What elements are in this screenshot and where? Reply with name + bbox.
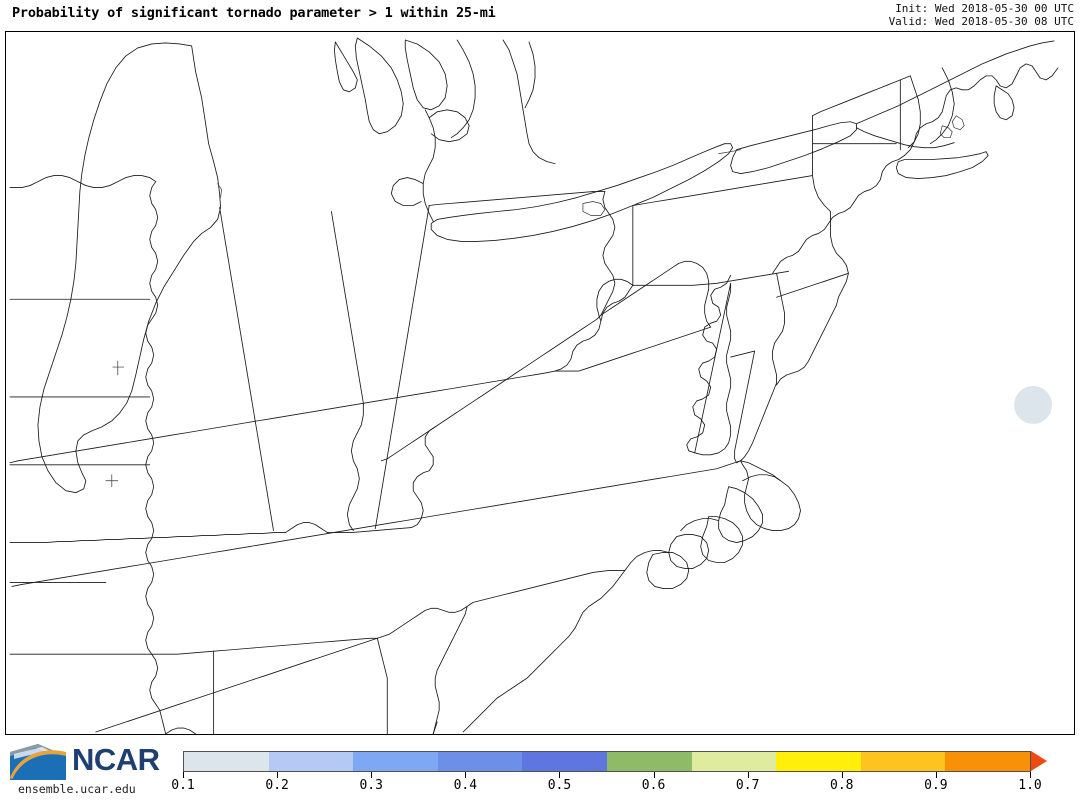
colorbar-tick-label-0.5: 0.5 — [547, 778, 572, 793]
colorbar-band-0.2 — [268, 752, 354, 771]
colorbar-tick-label-0.7: 0.7 — [735, 778, 760, 793]
map-panel[interactable] — [5, 31, 1075, 735]
colorbar-overflow-arrow — [1031, 751, 1047, 771]
colorbar-tick-label-0.8: 0.8 — [830, 778, 854, 793]
colorbar-band-0.6 — [606, 752, 692, 771]
ncar-logo[interactable]: NCAR ensemble.ucar.edu — [4, 742, 176, 798]
ncar-logo-mark — [10, 744, 66, 780]
colorbar-tick-label-1.0: 1.0 — [1018, 778, 1042, 793]
colorbar-ticks — [183, 772, 1031, 778]
colorbar-tick-label-0.1: 0.1 — [171, 778, 195, 793]
ncar-url: ensemble.ucar.edu — [18, 782, 136, 796]
colorbar-tick-label-0.4: 0.4 — [453, 778, 478, 793]
colorbar-band-0.3 — [353, 752, 438, 771]
colorbar-tick — [935, 772, 937, 778]
state-and-coastline-outlines — [10, 38, 1058, 734]
colorbar-tick — [1030, 772, 1031, 778]
colorbar-band-0.8 — [776, 752, 861, 771]
colorbar-tick — [183, 772, 184, 778]
probability-contours — [1014, 385, 1053, 424]
colorbar-band-0.5 — [522, 752, 607, 771]
colorbar-bands[interactable] — [183, 751, 1031, 772]
colorbar-tick-label-0.3: 0.3 — [359, 778, 383, 793]
colorbar[interactable]: 0.1 0.2 0.3 0.4 0.5 0.6 0.7 0.8 0.9 1.0 — [171, 751, 1051, 797]
colorbar-tick — [559, 772, 561, 778]
colorbar-tick — [653, 772, 655, 778]
colorbar-tick — [465, 772, 467, 778]
colorbar-tick — [747, 772, 749, 778]
colorbar-tick-label-0.2: 0.2 — [265, 778, 289, 793]
page-title: Probability of significant tornado param… — [12, 5, 496, 21]
colorbar-band-1.0 — [945, 752, 1030, 771]
colorbar-band-0.7 — [691, 752, 777, 771]
colorbar-tick-label-0.9: 0.9 — [924, 778, 948, 793]
contour-0.1-offshore — [1014, 385, 1053, 424]
valid-time: Valid: Wed 2018-05-30 08 UTC — [888, 15, 1074, 28]
colorbar-tick — [277, 772, 279, 778]
colorbar-tick — [841, 772, 843, 778]
map-svg — [6, 32, 1074, 734]
init-time: Init: Wed 2018-05-30 00 UTC — [895, 2, 1074, 15]
colorbar-band-0.1 — [184, 752, 269, 771]
colorbar-tick-labels: 0.1 0.2 0.3 0.4 0.5 0.6 0.7 0.8 0.9 1.0 — [171, 778, 1041, 796]
colorbar-band-0.9 — [860, 752, 946, 771]
colorbar-tick — [371, 772, 373, 778]
forecast-timestamps: Init: Wed 2018-05-30 00 UTC Valid: Wed 2… — [889, 2, 1074, 28]
ncar-wordmark: NCAR — [72, 742, 160, 777]
colorbar-tick-label-0.6: 0.6 — [641, 778, 666, 793]
colorbar-band-0.4 — [437, 752, 523, 771]
